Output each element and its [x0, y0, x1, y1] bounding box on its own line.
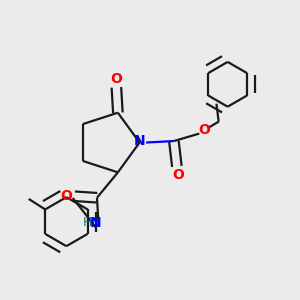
Text: H: H: [82, 216, 92, 229]
Text: N: N: [134, 134, 146, 148]
Text: N: N: [90, 215, 101, 230]
Text: O: O: [110, 72, 122, 86]
Text: O: O: [199, 123, 211, 137]
Text: O: O: [172, 168, 184, 182]
Text: O: O: [60, 189, 72, 203]
